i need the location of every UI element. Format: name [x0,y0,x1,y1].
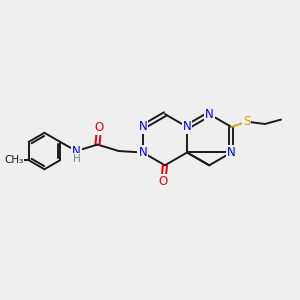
Text: O: O [159,175,168,188]
Text: N: N [205,108,214,121]
Text: N: N [138,146,147,159]
Text: N: N [183,120,191,134]
Text: H: H [74,154,81,164]
Text: O: O [94,121,103,134]
Text: N: N [72,145,81,158]
Text: N: N [138,120,147,134]
Text: S: S [243,115,250,128]
Text: CH₃: CH₃ [4,155,24,165]
Text: N: N [227,146,236,159]
